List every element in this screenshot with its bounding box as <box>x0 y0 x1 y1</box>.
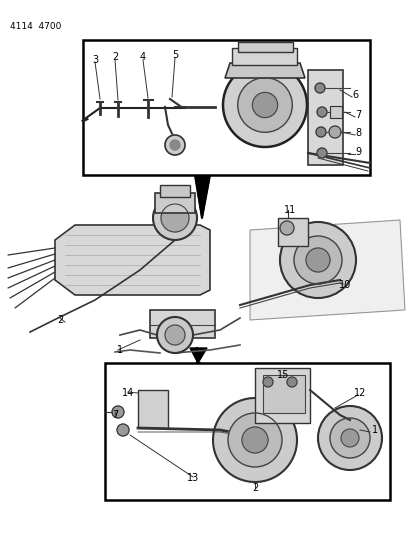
Text: 12: 12 <box>354 388 366 398</box>
Bar <box>155 193 195 213</box>
Bar <box>278 218 308 246</box>
Circle shape <box>280 222 356 298</box>
Polygon shape <box>250 220 405 320</box>
Text: 4: 4 <box>140 52 146 62</box>
Circle shape <box>228 413 282 467</box>
Circle shape <box>242 427 268 453</box>
Bar <box>105 363 390 500</box>
Circle shape <box>341 429 359 447</box>
Circle shape <box>157 317 193 353</box>
Circle shape <box>170 140 180 150</box>
Text: 10: 10 <box>339 280 351 290</box>
Polygon shape <box>225 63 305 78</box>
Polygon shape <box>195 175 210 218</box>
Circle shape <box>223 63 307 147</box>
Text: 6: 6 <box>352 90 358 100</box>
Polygon shape <box>55 225 210 295</box>
Circle shape <box>315 83 325 93</box>
Bar <box>150 310 215 338</box>
Circle shape <box>318 406 382 470</box>
Text: 1: 1 <box>117 345 123 355</box>
Bar <box>255 368 310 423</box>
Circle shape <box>330 418 370 458</box>
Text: 14: 14 <box>122 388 134 398</box>
Text: 7: 7 <box>112 410 118 420</box>
Text: 1: 1 <box>372 425 378 435</box>
Circle shape <box>306 248 330 272</box>
Circle shape <box>238 78 292 132</box>
Bar <box>138 390 168 428</box>
Circle shape <box>263 377 273 387</box>
Circle shape <box>316 127 326 137</box>
Circle shape <box>165 325 185 345</box>
Circle shape <box>317 107 327 117</box>
Text: 3: 3 <box>92 55 98 65</box>
Text: 5: 5 <box>172 50 178 60</box>
Circle shape <box>329 126 341 138</box>
Circle shape <box>165 135 185 155</box>
Bar <box>83 40 370 175</box>
Text: 15: 15 <box>277 370 289 380</box>
Bar <box>308 70 343 165</box>
Bar <box>238 42 293 52</box>
Circle shape <box>280 221 294 235</box>
Text: 2: 2 <box>112 52 118 62</box>
Text: 8: 8 <box>355 128 361 138</box>
Circle shape <box>213 398 297 482</box>
Circle shape <box>287 377 297 387</box>
Text: 2: 2 <box>57 315 63 325</box>
Bar <box>263 375 305 413</box>
Circle shape <box>317 148 327 158</box>
Circle shape <box>112 406 124 418</box>
Circle shape <box>294 236 342 284</box>
Text: 13: 13 <box>187 473 199 483</box>
Bar <box>232 48 297 65</box>
Circle shape <box>253 92 277 118</box>
Polygon shape <box>190 348 207 363</box>
Text: 2: 2 <box>252 483 258 493</box>
Circle shape <box>161 204 189 232</box>
Text: 11: 11 <box>284 205 296 215</box>
Bar <box>160 185 190 197</box>
Circle shape <box>153 196 197 240</box>
Circle shape <box>117 424 129 436</box>
Bar <box>330 106 342 118</box>
Text: 9: 9 <box>355 147 361 157</box>
Text: 7: 7 <box>355 110 361 120</box>
Text: 4114  4700: 4114 4700 <box>10 22 61 31</box>
